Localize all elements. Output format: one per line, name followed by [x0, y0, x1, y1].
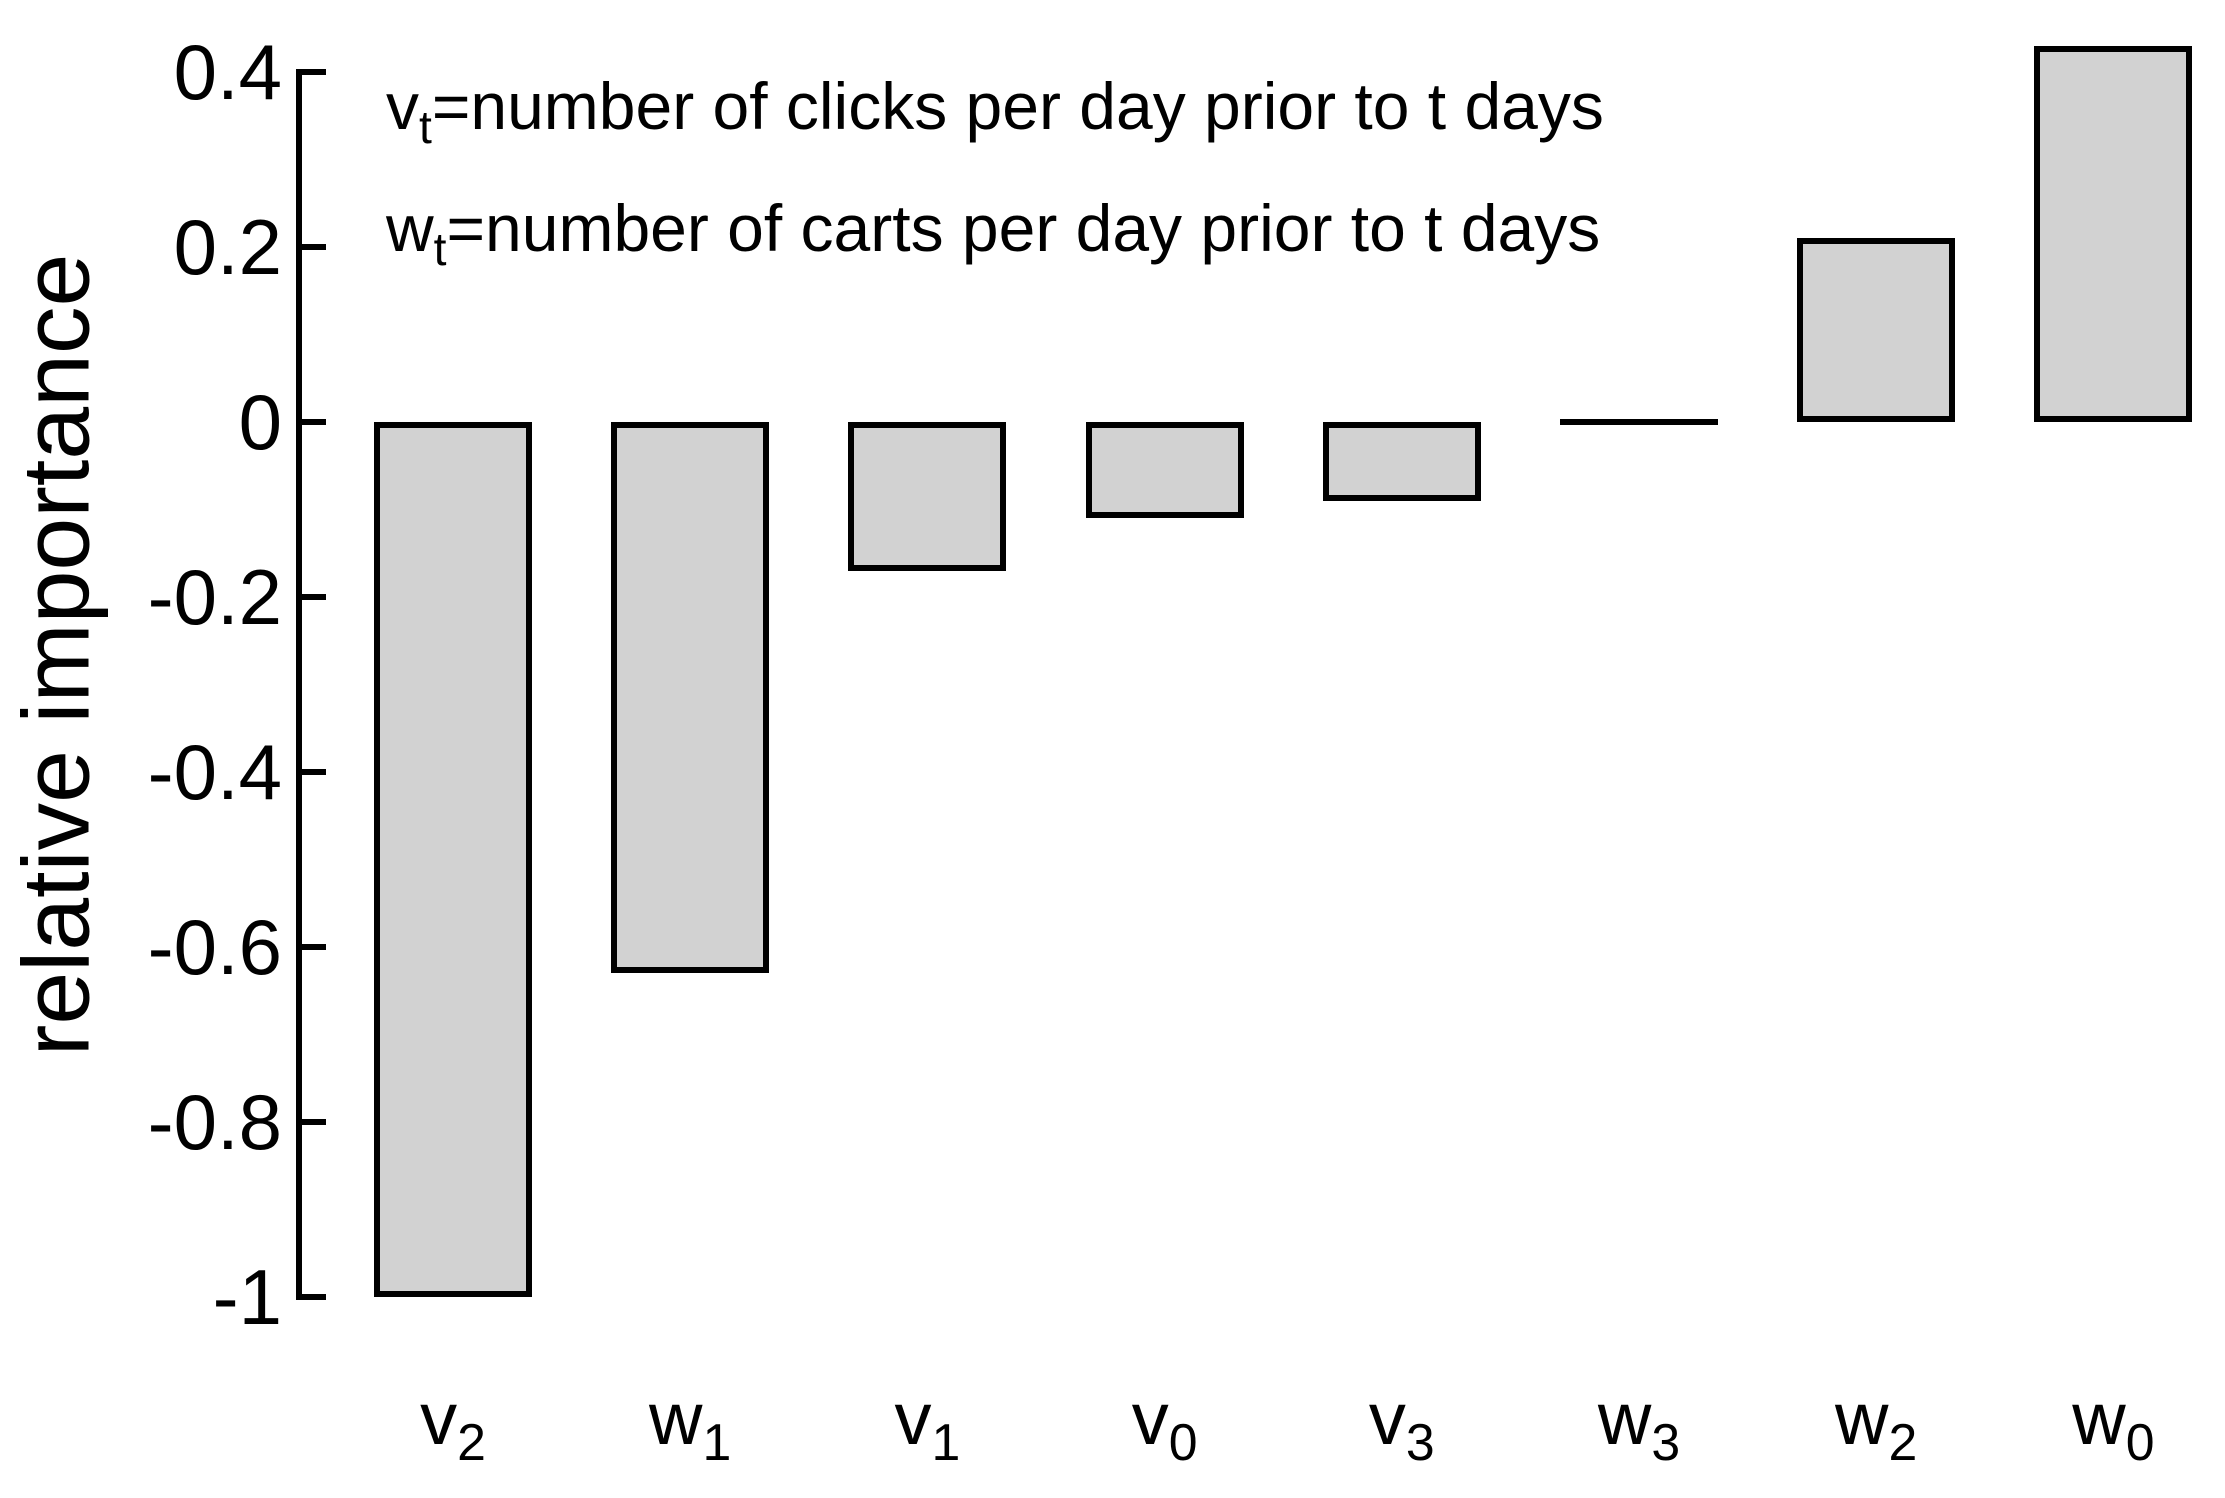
x-label-base: w: [1835, 1377, 1889, 1460]
annotation-text: =number of clicks per day prior to t day…: [431, 69, 1604, 143]
annotation-subscript: t: [433, 223, 447, 276]
bar-w1: [611, 422, 770, 974]
annotation-variable: w: [386, 191, 434, 265]
y-tick-label--1: -1: [212, 1253, 282, 1341]
annotation-subscript: t: [419, 101, 432, 154]
x-label-subscript: 2: [457, 1412, 486, 1471]
bar-v1: [848, 422, 1007, 571]
x-label-subscript: 1: [702, 1412, 732, 1471]
y-tick-label--0.4: -0.4: [147, 728, 282, 816]
y-tick-0.4: [302, 69, 326, 75]
y-tick-label-0.2: 0.2: [173, 203, 282, 291]
x-label-v1: v1: [817, 1376, 1037, 1472]
y-tick-label--0.2: -0.2: [147, 553, 282, 641]
x-label-base: v: [1131, 1377, 1169, 1460]
bar-w0: [2034, 45, 2193, 422]
x-label-base: w: [649, 1377, 703, 1460]
annotation-line-carts: wt=number of carts per day prior to t da…: [386, 190, 1600, 276]
x-label-subscript: 2: [1888, 1412, 1918, 1471]
x-label-subscript: 0: [2125, 1412, 2155, 1471]
x-label-v0: v0: [1055, 1376, 1275, 1472]
bar-v2: [374, 422, 532, 1297]
x-label-w0: w0: [2003, 1376, 2223, 1472]
x-label-base: v: [1368, 1377, 1406, 1460]
y-tick--0.6: [302, 944, 326, 950]
y-tick-0: [302, 419, 326, 425]
y-tick-label-0: 0: [238, 378, 282, 466]
x-label-subscript: 1: [931, 1412, 961, 1471]
y-tick--0.4: [302, 769, 326, 775]
bar-v0: [1085, 422, 1244, 519]
y-axis-title: relative importance: [3, 253, 110, 1057]
x-label-v2: v2: [343, 1376, 563, 1472]
x-label-subscript: 3: [1405, 1412, 1435, 1471]
x-label-base: v: [894, 1377, 932, 1460]
bar-w2: [1797, 238, 1956, 422]
x-label-subscript: 0: [1168, 1412, 1198, 1471]
y-tick-label--0.8: -0.8: [147, 1078, 282, 1166]
annotation-variable: v: [386, 69, 419, 143]
annotation-text: =number of carts per day prior to t days: [446, 191, 1601, 265]
annotation-line-clicks: vt=number of clicks per day prior to t d…: [386, 68, 1604, 154]
y-tick-label--0.6: -0.6: [147, 903, 282, 991]
y-tick--1: [302, 1294, 326, 1300]
x-label-base: w: [1597, 1377, 1652, 1460]
y-tick-0.2: [302, 244, 326, 250]
x-label-w1: w1: [580, 1376, 800, 1472]
y-tick-label-0.4: 0.4: [173, 28, 282, 116]
x-label-subscript: 3: [1651, 1412, 1681, 1471]
x-label-v3: v3: [1292, 1376, 1512, 1472]
y-tick--0.2: [302, 594, 326, 600]
y-tick--0.8: [302, 1119, 326, 1125]
bar-w3: [1560, 419, 1718, 425]
y-axis-line: [296, 69, 302, 1300]
x-label-w2: w2: [1766, 1376, 1986, 1472]
bar-v3: [1322, 422, 1481, 501]
x-label-w3: w3: [1529, 1376, 1749, 1472]
x-label-base: w: [2072, 1377, 2126, 1460]
x-label-base: v: [420, 1377, 458, 1460]
